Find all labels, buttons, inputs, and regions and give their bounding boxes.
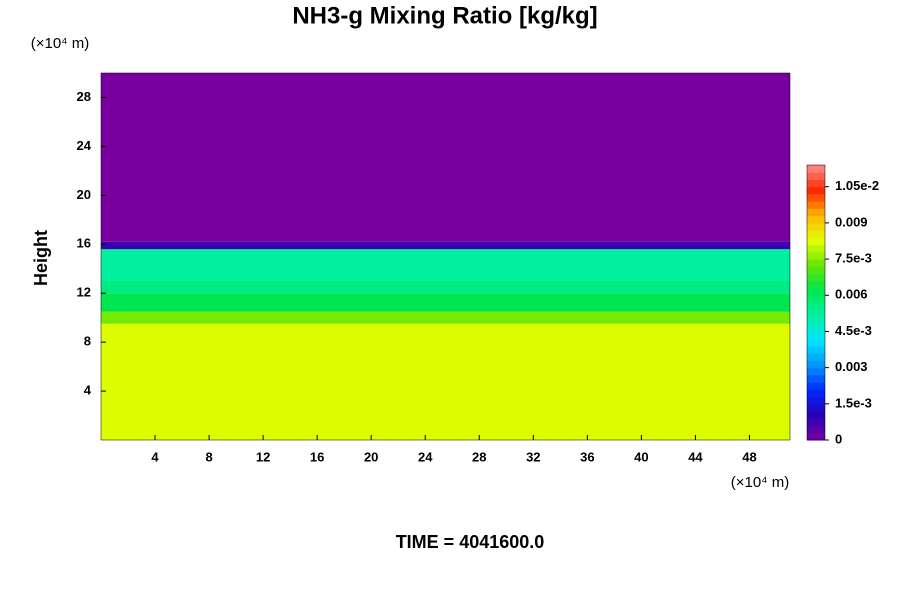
x-tick-label: 32 [526, 449, 540, 464]
colorbar-band [807, 288, 825, 296]
colorbar-band [807, 367, 825, 376]
colorbar-band [807, 186, 825, 195]
plot-frame [100, 72, 791, 441]
footer: TIME = 4041600.0 [396, 532, 545, 552]
x-tick-label: 40 [634, 449, 648, 464]
y-tick-label: 12 [77, 285, 91, 300]
colorbar-band [807, 273, 825, 282]
colorbar-band [807, 201, 825, 209]
colorbar-band [807, 208, 825, 217]
colorbar-tick-label: 1.05e-2 [835, 178, 879, 193]
colorbar-band [807, 165, 825, 173]
cell-band [101, 241, 790, 250]
colorbar-band [807, 295, 825, 303]
colorbar-band [807, 374, 825, 383]
colorbar-tick-label: 4.5e-3 [835, 323, 872, 338]
x-tick-label: 8 [205, 449, 212, 464]
y-tick-label: 28 [77, 89, 91, 104]
x-tick-label: 28 [472, 449, 486, 464]
cell-band [101, 323, 790, 440]
x-unit: (×10⁴ m) [731, 474, 790, 491]
colorbar-band [807, 222, 825, 231]
colorbar-band [807, 324, 825, 332]
y-tick-label: 24 [77, 138, 92, 153]
x-tick-label: 20 [364, 449, 378, 464]
colorbar-band [807, 331, 825, 340]
colorbar-frame [806, 164, 826, 441]
colorbar-band [807, 251, 825, 260]
colorbar-tick-label: 7.5e-3 [835, 251, 872, 266]
colorbar-tick-label: 1.5e-3 [835, 395, 872, 410]
y-tick-label: 20 [77, 187, 91, 202]
colorbar-band [807, 411, 825, 419]
colorbar-band [807, 230, 825, 238]
colorbar-tick-label: 0.006 [835, 287, 868, 302]
x-tick-label: 16 [310, 449, 324, 464]
x-tick-label: 44 [688, 449, 703, 464]
cell-band [101, 293, 790, 312]
colorbar-tick-label: 0 [835, 431, 842, 446]
colorbar-band [807, 316, 825, 325]
x-tick-label: 4 [151, 449, 159, 464]
colorbar-band [807, 396, 825, 405]
colorbar-band [807, 360, 825, 369]
colorbar-band [807, 432, 825, 441]
colorbar-band [807, 172, 825, 180]
colorbar-band [807, 389, 825, 398]
colorbar-band [807, 338, 825, 347]
colorbar-band [807, 345, 825, 354]
chart-title: NH3-g Mixing Ratio [kg/kg] [292, 2, 597, 29]
colorbar-band [807, 382, 825, 390]
y-axis-label: Height [31, 230, 51, 286]
colorbar-tick-label: 0.003 [835, 359, 868, 374]
cell-band [101, 249, 790, 281]
colorbar-band [807, 280, 825, 289]
colorbar-band [807, 403, 825, 412]
colorbar-band [807, 309, 825, 318]
x-tick-label: 12 [256, 449, 270, 464]
cell-band [101, 311, 790, 324]
colorbar-band [807, 244, 825, 253]
colorbar-band [807, 259, 825, 267]
colorbar-band [807, 237, 825, 246]
colorbar-band [807, 425, 825, 434]
cell-band [101, 73, 790, 242]
y-unit: (×10⁴ m) [31, 35, 90, 52]
colorbar-band [807, 215, 825, 224]
y-tick-label: 4 [84, 383, 92, 398]
colorbar-band [807, 302, 825, 311]
colorbar-tick-label: 0.009 [835, 214, 868, 229]
colorbar-band [807, 353, 825, 361]
y-tick-label: 16 [77, 236, 91, 251]
x-tick-label: 48 [742, 449, 756, 464]
x-tick-label: 24 [418, 449, 433, 464]
colorbar-band [807, 418, 825, 427]
x-tick-label: 36 [580, 449, 594, 464]
colorbar-band [807, 179, 825, 188]
colorbar-band [807, 266, 825, 275]
y-tick-label: 8 [84, 334, 91, 349]
cell-band [101, 280, 790, 294]
colorbar-band [807, 193, 825, 202]
